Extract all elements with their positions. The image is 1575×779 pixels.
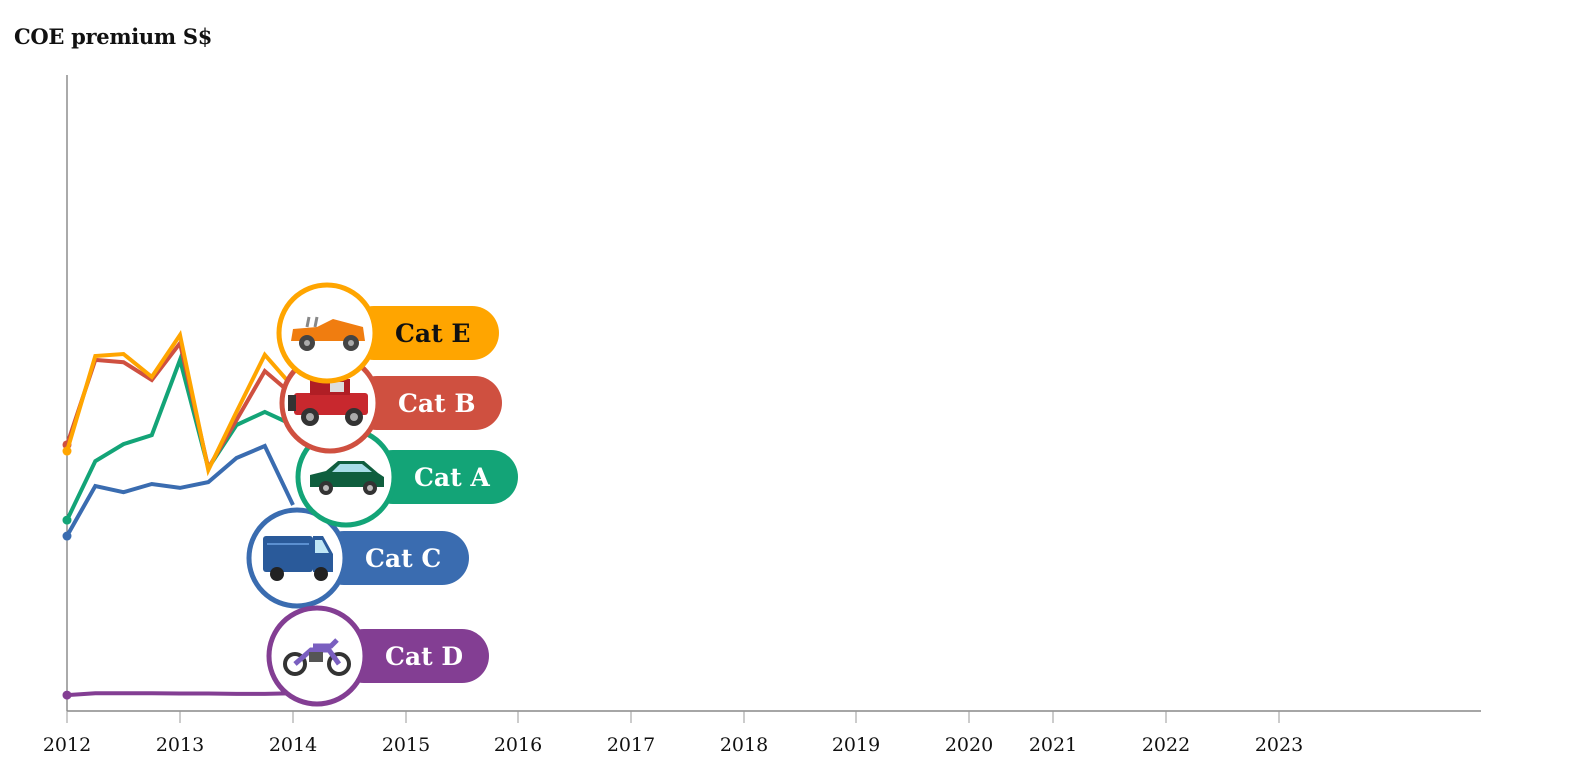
series-start-point — [62, 515, 72, 525]
series-line-cat-e — [65, 329, 295, 477]
series-name: Cat D — [385, 642, 463, 671]
x-tick-label: 2017 — [607, 734, 655, 756]
x-tick-label: 2022 — [1142, 734, 1190, 756]
series-line-cat-d — [66, 691, 294, 698]
x-tick-label: 2021 — [1029, 734, 1077, 756]
series-name: Cat C — [365, 544, 441, 573]
x-tick-label: 2012 — [43, 734, 91, 756]
motorcycle-icon — [283, 638, 351, 676]
x-tick-label: 2014 — [269, 734, 317, 756]
series-label-cat-b: Cat B — [279, 352, 502, 454]
series-line-cat-a — [65, 353, 294, 521]
label-pill — [350, 376, 502, 430]
series-label-cat-c: Cat C — [246, 507, 469, 609]
label-pill — [337, 629, 489, 683]
x-tick-label: 2015 — [382, 734, 430, 756]
convertible-car-icon — [291, 316, 365, 351]
x-tick-label: 2023 — [1255, 734, 1303, 756]
series-start-point — [62, 690, 72, 700]
series-name: Cat B — [398, 389, 475, 418]
series-name: Cat A — [414, 463, 490, 492]
series-line-cat-c — [65, 443, 295, 537]
x-tick-label: 2018 — [720, 734, 768, 756]
x-tick-label: 2016 — [494, 734, 542, 756]
series-name: Cat E — [395, 319, 470, 348]
x-tick-label: 2013 — [156, 734, 204, 756]
hatchback-car-icon — [310, 461, 384, 495]
label-pill — [347, 306, 499, 360]
label-pill — [366, 450, 518, 504]
x-tick-label: 2019 — [832, 734, 880, 756]
label-pill — [317, 531, 469, 585]
chart-title: COE premium S$ — [14, 24, 213, 49]
series-label-cat-e: Cat E — [276, 282, 499, 384]
series-label-cat-a: Cat A — [295, 426, 518, 528]
van-icon — [263, 536, 333, 581]
x-tick-label: 2020 — [945, 734, 993, 756]
series-start-point — [62, 446, 72, 456]
series-label-cat-d: Cat D — [266, 605, 489, 707]
series-start-point — [62, 531, 72, 541]
